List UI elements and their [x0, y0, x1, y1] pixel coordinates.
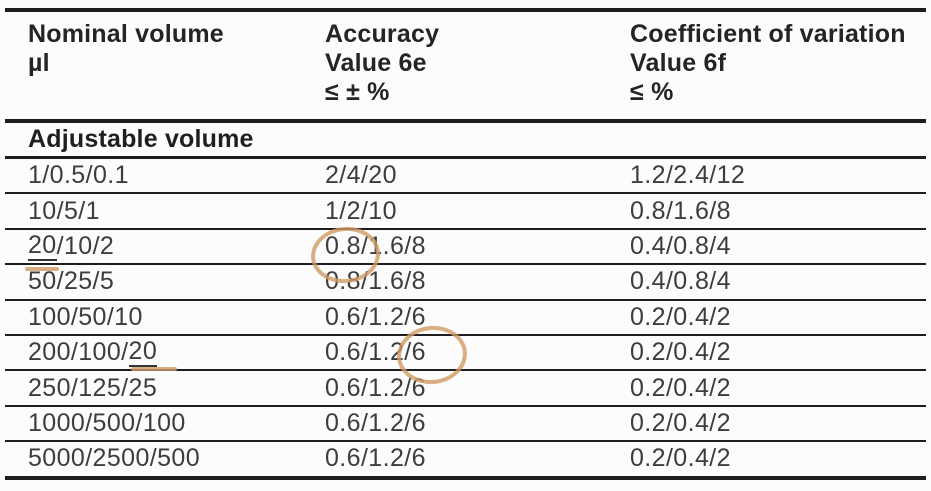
table-row-annotated: 200/100/20 0.6/1.2/6 0.2/0.4/2 — [5, 336, 926, 372]
header-constraint: ≤ % — [630, 78, 674, 106]
header-title: Nominal volume — [28, 20, 224, 48]
header-subtitle: Value 6e — [325, 49, 427, 77]
table-row: 1/0.5/0.1 2/4/20 1.2/2.4/12 — [5, 159, 926, 195]
header-constraint: ≤ ± % — [325, 78, 390, 106]
nominal-volume-cell: 50/25/5 — [28, 267, 115, 296]
accuracy-cell: 2/4/20 — [325, 161, 397, 190]
circled-value: 6 — [411, 338, 426, 367]
table-row: 250/125/25 0.6/1.2/6 0.2/0.4/2 — [5, 371, 926, 407]
nominal-volume-cell: 100/50/10 — [28, 302, 143, 331]
underlined-value: 20 — [28, 230, 57, 261]
nominal-volume-cell: 1000/500/100 — [28, 408, 186, 437]
header-unit: µl — [28, 49, 50, 77]
header-nominal-volume: Nominal volume µl — [5, 20, 325, 107]
table-row: 10/5/1 1/2/10 0.8/1.6/8 — [5, 194, 926, 230]
table-row: 1000/500/100 0.6/1.2/6 0.2/0.4/2 — [5, 407, 926, 443]
underlined-value: 20 — [128, 337, 158, 368]
accuracy-cell: 0.6/1.2/6 — [325, 444, 426, 473]
table-row: 50/25/5 0.8/1.6/8 0.4/0.8/4 — [5, 265, 926, 301]
nominal-volume-rest: /10/2 — [56, 231, 115, 260]
nominal-volume-cell: 10/5/1 — [28, 196, 100, 225]
header-accuracy: Accuracy Value 6e ≤ ± % — [325, 20, 630, 107]
cv-cell: 0.2/0.4/2 — [630, 338, 731, 367]
cv-cell: 0.4/0.8/4 — [630, 231, 731, 260]
table-header-row: Nominal volume µl Accuracy Value 6e ≤ ± … — [5, 12, 926, 123]
cv-cell: 0.2/0.4/2 — [630, 444, 731, 473]
spec-table: Nominal volume µl Accuracy Value 6e ≤ ± … — [5, 8, 926, 480]
accuracy-cell: 1/2/10 — [325, 196, 397, 225]
nominal-volume-cell: 200/100/20 — [5, 336, 325, 369]
cv-cell: 0.2/0.4/2 — [630, 302, 731, 331]
accuracy-rest: /1.6/8 — [360, 231, 426, 260]
cv-cell: 1.2/2.4/12 — [630, 161, 746, 190]
accuracy-cell: 0.8/1.6/8 — [325, 267, 426, 296]
header-title: Coefficient of variation — [630, 20, 906, 48]
cv-cell: 0.4/0.8/4 — [630, 267, 731, 296]
circled-value: 0.8 — [325, 231, 361, 260]
accuracy-cell: 0.8/1.6/8 — [325, 230, 630, 263]
accuracy-cell: 0.6/1.2/6 — [325, 408, 426, 437]
cv-cell: 0.2/0.4/2 — [630, 408, 731, 437]
header-title: Accuracy — [325, 20, 440, 48]
nominal-volume-cell: 20/10/2 — [5, 230, 325, 263]
header-subtitle: Value 6f — [630, 49, 727, 77]
accuracy-prefix: 0.6/1.2/ — [325, 338, 412, 367]
nominal-volume-cell: 5000/2500/500 — [28, 444, 201, 473]
section-title-adjustable-volume: Adjustable volume — [5, 123, 926, 159]
accuracy-cell: 0.6/1.2/6 — [325, 302, 426, 331]
accuracy-cell: 0.6/1.2/6 — [325, 336, 630, 369]
cv-cell: 0.2/0.4/2 — [630, 373, 731, 402]
table-row-annotated: 20/10/2 0.8/1.6/8 0.4/0.8/4 — [5, 230, 926, 266]
table-row: 5000/2500/500 0.6/1.2/6 0.2/0.4/2 — [5, 442, 926, 480]
nominal-volume-prefix: 200/100/ — [28, 338, 129, 367]
table-row: 100/50/10 0.6/1.2/6 0.2/0.4/2 — [5, 301, 926, 336]
accuracy-cell: 0.6/1.2/6 — [325, 373, 426, 402]
nominal-volume-cell: 250/125/25 — [28, 373, 158, 402]
nominal-volume-cell: 1/0.5/0.1 — [28, 161, 129, 190]
header-coefficient-of-variation: Coefficient of variation Value 6f ≤ % — [630, 20, 926, 107]
cv-cell: 0.8/1.6/8 — [630, 196, 731, 225]
